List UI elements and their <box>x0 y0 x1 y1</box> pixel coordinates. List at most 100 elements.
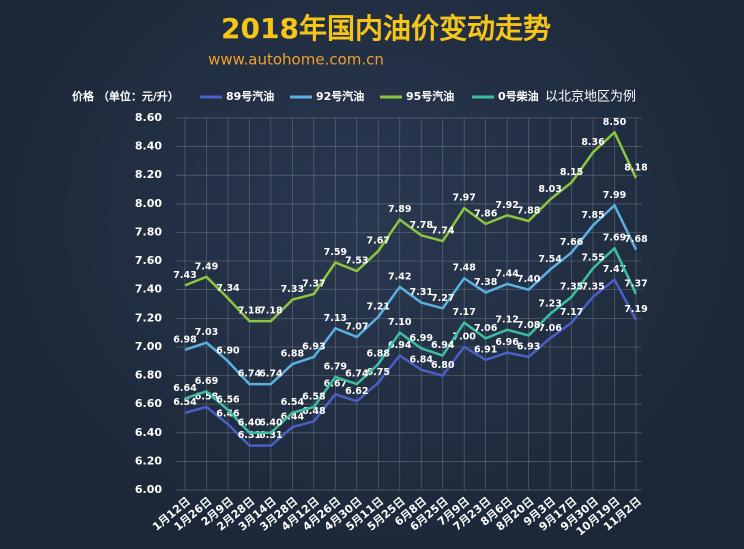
data-label: 7.21 <box>367 301 390 312</box>
data-label: 7.69 <box>603 233 626 244</box>
data-label: 7.13 <box>324 313 347 324</box>
data-label: 6.88 <box>281 349 305 360</box>
data-label: 7.19 <box>624 304 647 315</box>
data-label: 7.35 <box>581 281 604 292</box>
data-label: 8.50 <box>603 117 627 128</box>
line <box>184 204 638 386</box>
data-label: 7.17 <box>452 307 475 318</box>
y-tick-label: 7.40 <box>135 283 162 296</box>
data-label: 6.93 <box>302 341 325 352</box>
data-label: 6.67 <box>324 379 347 390</box>
data-label: 6.75 <box>367 367 390 378</box>
data-label: 7.03 <box>195 327 218 338</box>
y-tick-label: 8.60 <box>135 111 162 124</box>
data-label: 7.35 <box>560 281 583 292</box>
data-label: 6.46 <box>216 409 240 420</box>
data-label: 7.54 <box>538 254 562 265</box>
data-label: 6.31 <box>238 430 261 441</box>
data-label: 6.84 <box>410 354 434 365</box>
data-label: 6.58 <box>195 392 219 403</box>
data-label: 7.00 <box>452 331 476 342</box>
data-label: 6.91 <box>474 344 497 355</box>
y-tick-label: 6.20 <box>135 454 162 467</box>
data-label: 6.48 <box>302 406 326 417</box>
data-label: 7.23 <box>538 299 561 310</box>
y-tick-label: 8.40 <box>135 140 162 153</box>
y-tick-label: 7.80 <box>135 225 162 238</box>
data-label: 6.54 <box>173 397 197 408</box>
data-label: 7.43 <box>173 270 196 281</box>
data-label: 7.49 <box>195 261 218 272</box>
data-label: 6.94 <box>388 340 412 351</box>
y-tick-label: 8.20 <box>135 168 162 181</box>
data-label: 7.47 <box>603 264 626 275</box>
data-label: 6.74 <box>345 369 369 380</box>
data-label: 7.08 <box>517 320 541 331</box>
data-label: 7.34 <box>216 283 240 294</box>
data-label: 6.40 <box>259 417 283 428</box>
data-label: 6.44 <box>281 412 305 423</box>
data-label: 6.99 <box>410 333 433 344</box>
data-label: 7.18 <box>238 306 262 317</box>
data-label: 6.58 <box>302 392 326 403</box>
data-label: 6.90 <box>216 346 240 357</box>
data-label: 6.94 <box>431 340 455 351</box>
data-label: 6.96 <box>495 337 519 348</box>
data-label: 7.10 <box>388 317 412 328</box>
data-label: 7.37 <box>624 278 647 289</box>
legend-label: 89号汽油 <box>226 89 274 103</box>
y-axis-label: 价格 （单位：元/升） <box>72 89 179 103</box>
data-label: 7.40 <box>517 274 541 285</box>
data-label: 7.78 <box>410 220 434 231</box>
data-label: 6.56 <box>216 394 240 405</box>
data-label: 7.89 <box>388 204 411 215</box>
line <box>184 278 638 447</box>
chart-subtitle: www.autohome.com.cn <box>208 51 384 69</box>
data-label: 7.92 <box>495 200 518 211</box>
data-label: 8.36 <box>581 137 605 148</box>
data-label: 7.27 <box>431 293 454 304</box>
legend-label: 0号柴油 <box>498 89 539 103</box>
data-label: 6.64 <box>173 383 197 394</box>
y-tick-label: 6.40 <box>135 426 162 439</box>
legend-label: 95号汽油 <box>406 89 454 103</box>
data-label: 7.59 <box>324 247 347 258</box>
y-tick-label: 7.60 <box>135 254 162 267</box>
data-label: 7.18 <box>259 306 283 317</box>
data-label: 7.68 <box>624 234 648 245</box>
y-tick-label: 6.60 <box>135 397 162 410</box>
data-label: 7.86 <box>474 208 498 219</box>
data-label: 7.06 <box>474 323 498 334</box>
data-label: 6.74 <box>259 369 283 380</box>
y-tick-label: 7.20 <box>135 311 162 324</box>
data-label: 7.37 <box>302 278 325 289</box>
data-label: 7.06 <box>538 323 562 334</box>
line <box>184 246 638 435</box>
data-label: 6.80 <box>431 360 455 371</box>
data-label: 6.62 <box>345 386 368 397</box>
data-label: 6.98 <box>173 334 197 345</box>
data-label: 7.53 <box>345 256 368 267</box>
line <box>184 131 638 323</box>
y-tick-label: 6.80 <box>135 369 162 382</box>
data-label: 6.69 <box>195 376 218 387</box>
data-label: 6.54 <box>281 397 305 408</box>
data-label: 8.18 <box>624 163 648 174</box>
data-label: 7.42 <box>388 271 411 282</box>
data-label: 7.44 <box>495 268 519 279</box>
chart-title: 2018年国内油价变动走势 <box>221 12 551 45</box>
data-label: 7.07 <box>345 321 368 332</box>
data-label: 7.85 <box>581 210 604 221</box>
data-label: 8.03 <box>538 184 561 195</box>
data-label: 7.33 <box>281 284 304 295</box>
y-tick-label: 8.00 <box>135 197 162 210</box>
y-tick-label: 7.00 <box>135 340 162 353</box>
data-label: 8.15 <box>560 167 583 178</box>
data-label: 7.67 <box>367 236 390 247</box>
data-label: 7.17 <box>560 307 583 318</box>
y-tick-label: 6.00 <box>135 483 162 496</box>
legend-label: 92号汽油 <box>316 89 364 103</box>
data-label: 6.74 <box>238 369 262 380</box>
data-label: 7.55 <box>581 253 604 264</box>
data-label: 6.79 <box>324 361 347 372</box>
